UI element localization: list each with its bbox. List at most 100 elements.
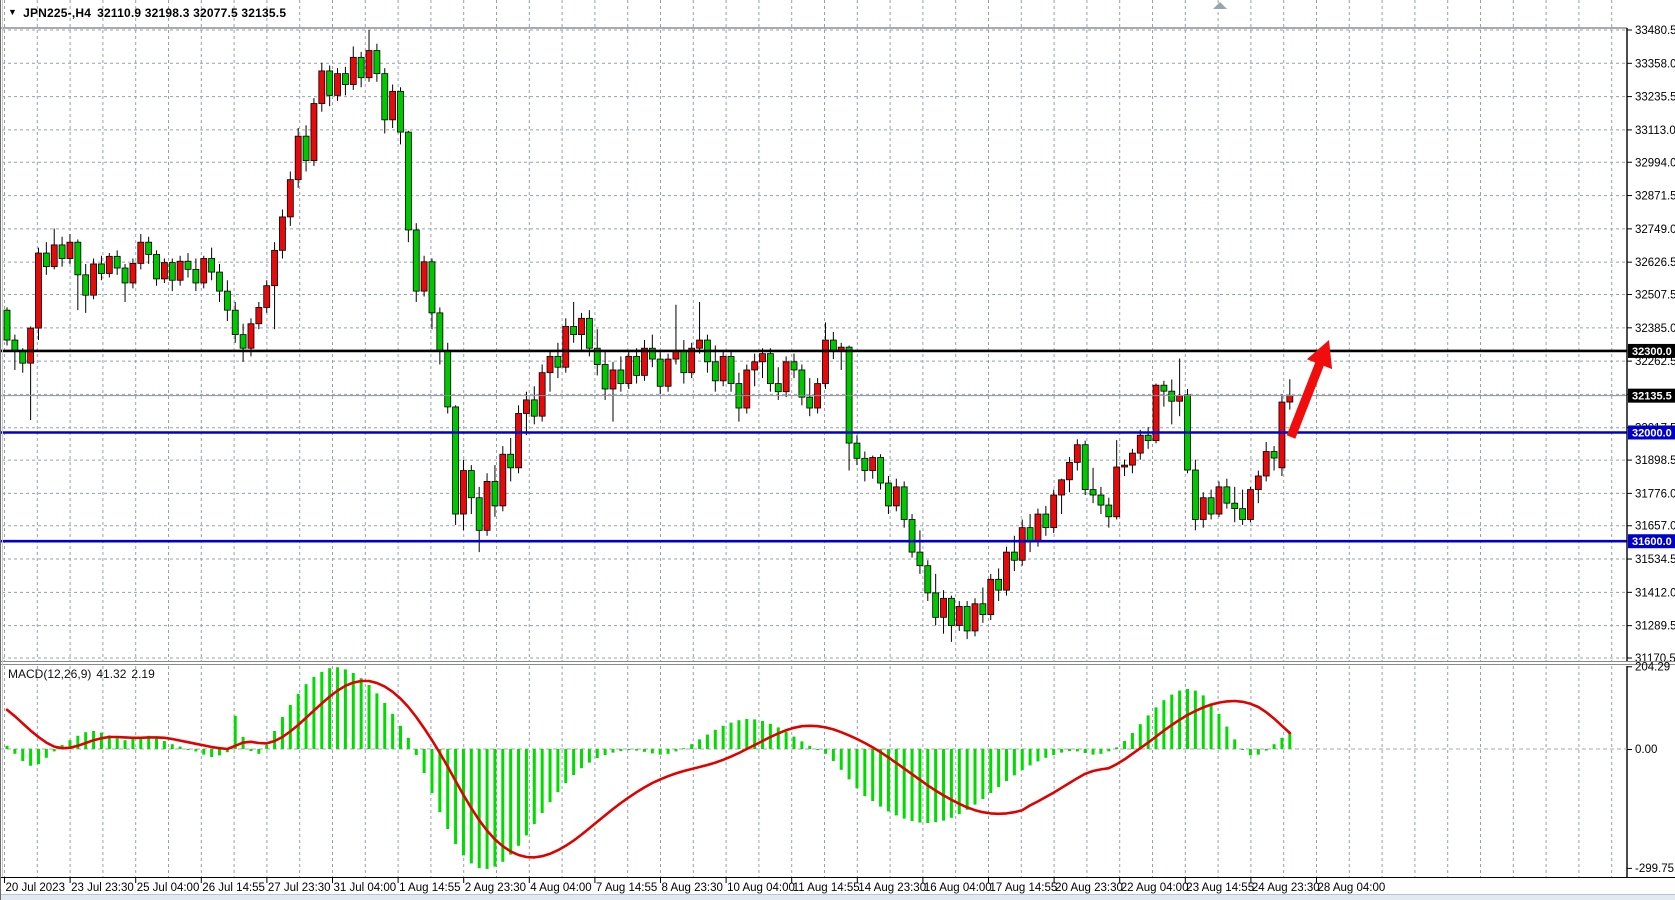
- candle-bullish: [279, 216, 286, 251]
- candle-bearish: [168, 262, 176, 281]
- candle-bearish: [648, 347, 656, 360]
- candle-bullish: [137, 241, 145, 264]
- candle-bullish: [743, 369, 751, 409]
- candle-bearish: [373, 50, 381, 75]
- candle-bullish: [971, 603, 979, 632]
- time-axis-label: 10 Aug 04:00: [727, 882, 795, 894]
- candle-bearish: [491, 481, 499, 507]
- candle-bullish: [160, 262, 168, 280]
- candle-bearish: [326, 70, 334, 96]
- candle-bearish: [806, 396, 814, 409]
- price-badge-text: 32135.5: [1632, 391, 1672, 403]
- time-axis-label: 17 Aug 14:55: [990, 882, 1058, 894]
- price-axis-label: 32749.0: [1635, 224, 1675, 236]
- candle-bearish: [98, 263, 105, 274]
- time-axis-label: 16 Aug 04:00: [924, 882, 992, 894]
- symbol-name: JPN225-,H4: [23, 6, 92, 20]
- candle-bearish: [530, 399, 538, 417]
- candle-bearish: [1160, 384, 1168, 392]
- price-badge-text: 32000.0: [1632, 427, 1672, 439]
- price-axis-label: 31412.0: [1635, 587, 1675, 599]
- candle-bearish: [948, 597, 955, 626]
- price-axis-label: 33235.5: [1635, 92, 1675, 104]
- candle-bearish: [216, 271, 223, 292]
- candle-bearish: [829, 339, 837, 352]
- candle-bullish: [1262, 451, 1270, 477]
- macd-scale-axis[interactable]: 204.29 0.00 -299.75: [1627, 661, 1674, 875]
- candle-bullish: [66, 241, 74, 259]
- candle-bearish: [932, 592, 940, 618]
- candle-bullish: [987, 578, 995, 616]
- candle-bearish: [342, 73, 349, 85]
- candle-bearish: [1144, 434, 1152, 442]
- candlestick-series: [3, 30, 1294, 642]
- candle-bullish: [247, 323, 255, 349]
- candle-bearish: [436, 312, 444, 352]
- candle-bearish: [58, 244, 66, 259]
- candle-bearish: [357, 56, 365, 79]
- candle-bullish: [286, 179, 294, 218]
- candle-bullish: [200, 258, 208, 284]
- macd-scale-label: -299.75: [1635, 863, 1674, 875]
- candle-bearish: [1231, 502, 1239, 510]
- trend-arrow[interactable]: [1286, 340, 1333, 439]
- candle-bearish: [507, 453, 515, 469]
- candle-bearish: [475, 497, 483, 531]
- candle-bullish: [1254, 475, 1262, 490]
- candle-bearish: [452, 406, 459, 515]
- candle-bullish: [420, 261, 428, 292]
- candle-bearish: [208, 258, 216, 273]
- candle-bearish: [593, 347, 601, 365]
- candle-bullish: [578, 317, 585, 336]
- candle-bearish: [554, 355, 562, 368]
- time-axis-label: 11 Aug 14:55: [793, 882, 860, 894]
- candle-bullish: [1129, 452, 1136, 466]
- price-badge: [1628, 425, 1675, 440]
- candle-bullish: [719, 355, 727, 382]
- time-axis[interactable]: 20 Jul 2023 23 Jul 23:30 25 Jul 04:00 26 Ju…: [4, 877, 1386, 894]
- candle-bullish: [1018, 527, 1026, 561]
- candle-bearish: [1270, 451, 1278, 459]
- panel-separator[interactable]: [0, 661, 1675, 666]
- time-axis-label: 22 Aug 04:00: [1121, 882, 1189, 894]
- candle-bearish: [1097, 494, 1105, 506]
- candle-bearish: [861, 457, 869, 471]
- price-axis-label: 32385.0: [1635, 323, 1675, 335]
- candle-bearish: [121, 267, 129, 284]
- window-bottom-edge: [0, 895, 1675, 900]
- candle-bullish: [27, 327, 35, 364]
- candle-bearish: [82, 274, 90, 296]
- price-badge: [1628, 388, 1675, 403]
- candle-bullish: [294, 135, 302, 181]
- candle-bullish: [1034, 513, 1042, 542]
- time-axis-label: 20 Aug 23:30: [1055, 882, 1123, 894]
- candle-bearish: [404, 131, 412, 231]
- candle-bullish: [50, 244, 58, 268]
- candle-bearish: [774, 383, 782, 393]
- candle-bullish: [263, 285, 271, 308]
- macd-scale-label: 0.00: [1635, 744, 1657, 756]
- candle-bearish: [1207, 497, 1215, 515]
- grid-horizontal-lines: [2, 29, 1627, 659]
- candle-bullish: [365, 50, 373, 79]
- candle-bullish: [523, 399, 530, 414]
- candle-bearish: [467, 470, 475, 499]
- candle-bearish: [1191, 469, 1199, 520]
- candle-bullish: [90, 263, 97, 296]
- macd-main-value: 41.32: [96, 667, 127, 681]
- price-axis-label: 31898.5: [1635, 455, 1675, 467]
- candle-bullish: [349, 56, 357, 85]
- candle-bearish: [633, 355, 640, 376]
- candle-bullish: [499, 453, 507, 507]
- price-axis-label: 32626.5: [1635, 257, 1675, 269]
- price-axis-label: 32262.5: [1635, 356, 1675, 368]
- scroll-to-end-icon[interactable]: [1213, 2, 1227, 9]
- candle-bearish: [153, 254, 160, 280]
- candle-bearish: [412, 229, 420, 292]
- candle-bearish: [397, 90, 404, 133]
- candle-bullish: [609, 369, 617, 390]
- dropdown-arrow-icon[interactable]: ▼: [8, 7, 18, 17]
- candle-bearish: [11, 339, 19, 352]
